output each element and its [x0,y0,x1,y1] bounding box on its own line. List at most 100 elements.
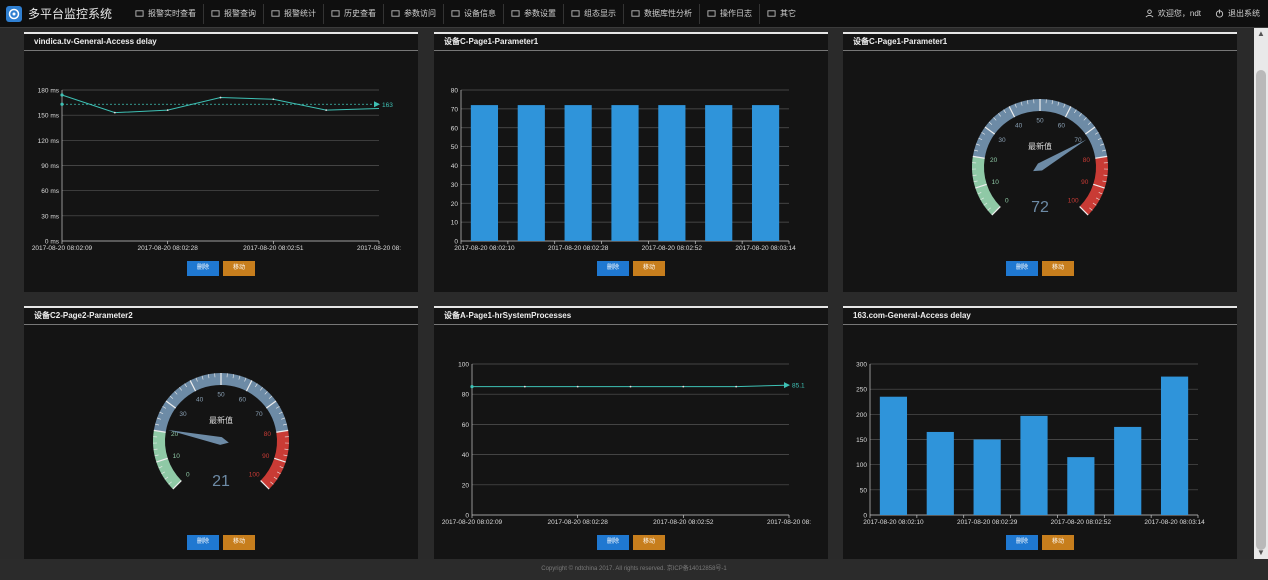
nav-label: 报警查询 [224,9,257,18]
gauge-tick [279,466,284,469]
app-logo-icon [6,5,22,22]
logout-label: 退出系统 [1228,9,1260,18]
panel-6: 163.com-General-Access delay 0 50 100 150 20… [843,306,1237,566]
vertical-scrollbar[interactable]: ▲ ▼ [1254,28,1268,559]
panel-title: 设备C-Page1-Parameter1 [434,34,828,51]
gauge-needle [168,430,229,445]
gauge-tick [1026,100,1029,105]
move-button[interactable]: 移动 [633,261,665,276]
nav-label: 数据库性分析 [644,9,693,18]
gauge-tick [973,180,978,183]
history-icon [331,10,340,17]
gauge-tick [156,457,168,463]
delete-button[interactable]: 删除 [1006,535,1038,550]
delete-button[interactable]: 删除 [597,535,629,550]
gauge-tick-label: 0 [186,472,190,479]
nav-item-9[interactable]: 操作日志 [699,3,759,24]
delete-button[interactable]: 删除 [187,535,219,550]
gauge-tick [238,375,241,380]
nav-item-5[interactable]: 设备信息 [443,3,503,24]
gauge-tick-label: 100 [249,472,260,479]
gauge-tick-label: 40 [196,397,204,404]
nav-item-3[interactable]: 历史查看 [323,3,383,24]
nav-label: 报警统计 [284,9,317,18]
gauge-value: 21 [212,473,230,490]
nav-item-1[interactable]: 报警查询 [203,3,263,24]
move-button[interactable]: 移动 [633,535,665,550]
gauge-tick [276,471,281,475]
scroll-down-icon[interactable]: ▼ [1257,548,1265,557]
y-tick-label: 30 ms [41,213,59,220]
gauge-tick-label: 70 [1074,137,1082,144]
welcome-text: 欢迎您，ndt [1157,9,1201,18]
gauge-tick [162,406,167,409]
gauge-tick [1102,180,1107,183]
gauge-tick [153,429,166,433]
move-button[interactable]: 移动 [223,535,255,550]
gauge-tick [276,429,289,433]
delete-button[interactable]: 删除 [1006,261,1038,276]
scroll-thumb[interactable] [1256,70,1266,550]
gauge-tick [988,121,993,125]
app-title: 多平台监控系统 [28,7,113,21]
x-tick-label: 2017-08-20 08:02:28 [137,245,198,252]
panel-3: 设备C-Page1-Parameter1 0 10 20 30 40 50 60 70 80 90… [843,32,1237,292]
gauge-tick [179,387,183,391]
x-tick-label: 2017-08-20 08:02:09 [32,245,93,252]
access-delay-line-chart: 0 ms 30 ms 60 ms 90 ms 120 ms 150 ms 180 ms 163… [32,88,401,253]
scroll-up-icon[interactable]: ▲ [1257,29,1265,38]
nav-label: 设备信息 [464,9,497,18]
data-point [219,96,222,99]
gauge-tick-label: 30 [179,411,187,418]
nav-item-0[interactable]: 报警实时查看 [128,4,203,24]
gauge-tick [1014,103,1017,108]
data-point [735,385,738,388]
x-tick-label: 2017-08-20 08:02:10 [863,519,924,526]
logout-button[interactable]: 退出系统 [1215,8,1260,19]
y-tick-label: 0 [863,513,867,520]
nav-item-4[interactable]: 参数访问 [383,3,443,24]
delete-button[interactable]: 删除 [597,261,629,276]
gauge-tick [245,380,253,392]
gauge-tick [1094,132,1099,135]
x-tick-label: 2017-08-20 08:02:29 [957,519,1018,526]
move-button[interactable]: 移动 [1042,261,1074,276]
gauge-tick [260,480,270,490]
nav-item-2[interactable]: 报警统计 [263,3,323,24]
gauge-tick [1095,197,1100,201]
main-nav: 报警实时查看 报警查询 报警统计 历史查看 参数访问 设备信息 参数设置 组态显示 数据库性分析… [128,0,803,28]
y-tick-label: 100 [856,462,867,469]
nav-item-7[interactable]: 组态显示 [563,3,623,24]
log-icon [707,10,716,17]
analysis-icon [631,10,640,17]
panel-5: 设备A-Page1-hrSystemProcesses 0 20 40 60 80 100… [434,306,828,566]
gauge-tick [201,375,204,380]
bar [879,396,908,515]
delete-button[interactable]: 删除 [187,261,219,276]
y-tick-label: 150 [856,437,867,444]
gauge-tick [1100,143,1105,146]
welcome-user[interactable]: 欢迎您，ndt [1145,8,1201,19]
gauge-tick [153,448,158,450]
y-tick-label: 40 [462,452,470,459]
gauge-tick [270,481,274,485]
nav-item-8[interactable]: 数据库性分析 [623,3,699,24]
gauge-tick-label: 40 [1015,123,1023,130]
nav-item-6[interactable]: 参数设置 [503,3,563,24]
gauge-tick [981,132,986,135]
top-bar: 多平台监控系统 报警实时查看 报警查询 报警统计 历史查看 参数访问 设备信息 参数设置 组态… [0,0,1268,28]
move-button[interactable]: 移动 [223,261,255,276]
y-tick-label: 30 [451,182,459,189]
gauge-tick [977,192,982,195]
bar [926,431,954,515]
x-tick-label: 2017-08-20 08: [357,245,401,252]
move-button[interactable]: 移动 [1042,535,1074,550]
gauge-tick [161,471,166,475]
gauge-tick [172,480,182,490]
gauge-tick [159,411,164,415]
gauge-tick-label: 50 [217,392,225,399]
nav-item-10[interactable]: 其它 [759,3,803,24]
bar [1160,376,1189,515]
gauge-tick-label: 80 [264,431,272,438]
user-icon [1145,9,1154,18]
